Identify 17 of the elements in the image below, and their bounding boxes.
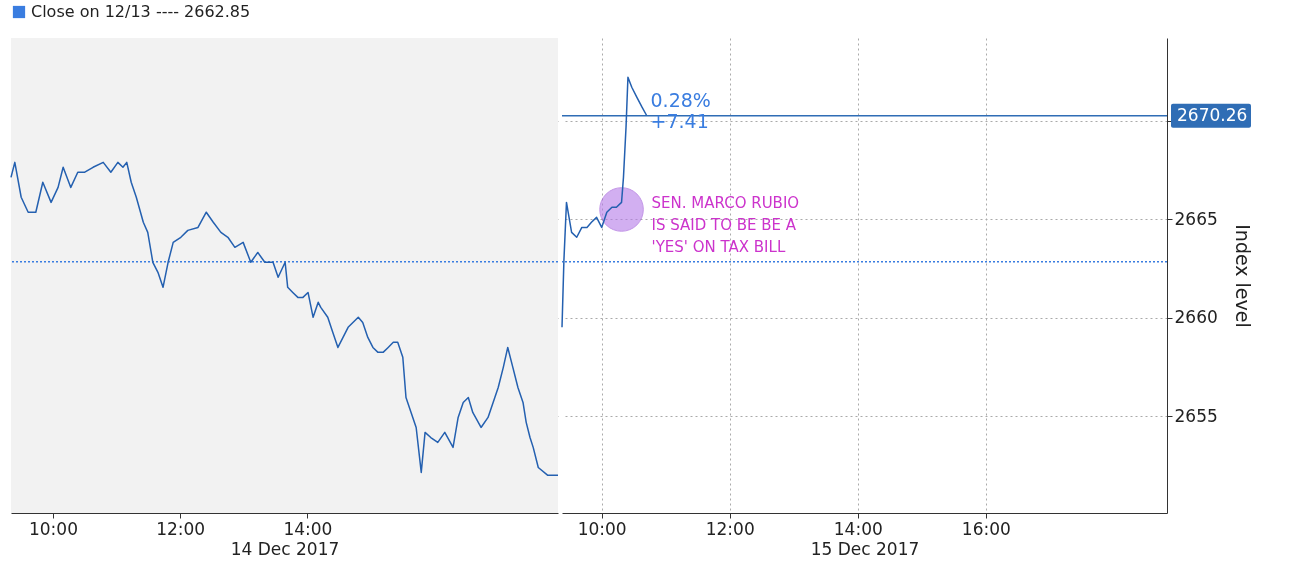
x-tick-label: 12:00: [705, 518, 755, 539]
annotation: 0.28% +7.41: [650, 89, 711, 133]
y-axis-title: Index level: [1231, 224, 1254, 328]
y-tick-label: 2660: [1174, 307, 1218, 328]
x-tick-label: 14:00: [833, 518, 883, 539]
legend-label: Close on 12/13 ---- 2662.85: [31, 2, 251, 21]
annotation: SEN. MARCO RUBIO IS SAID TO BE BE A 'YES' ON TAX BILL: [651, 194, 800, 257]
x-tick-label: 10:00: [577, 518, 627, 539]
x-tick-label: 14:00: [283, 518, 333, 539]
y-tick-label: 2665: [1174, 208, 1218, 229]
ref-line-label: 2670.26: [1177, 104, 1248, 125]
x-tick-label: 12:00: [156, 518, 206, 539]
x-axis-title: 14 Dec 2017: [230, 538, 340, 559]
x-tick-label: 10:00: [28, 518, 78, 539]
x-tick-label: 16:00: [961, 518, 1011, 539]
x-axis-title: 15 Dec 2017: [810, 538, 920, 559]
y-tick-label: 2655: [1174, 405, 1218, 426]
